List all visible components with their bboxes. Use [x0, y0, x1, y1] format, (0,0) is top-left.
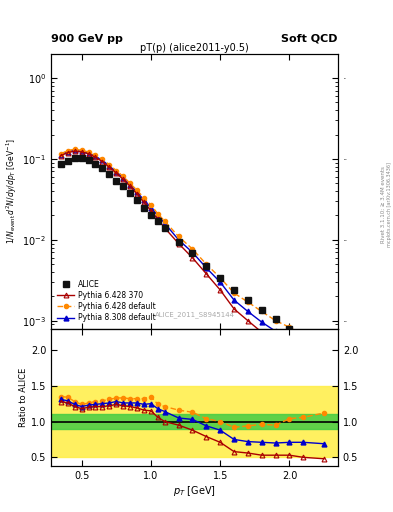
Bar [51, 414, 338, 429]
Text: 900 GeV pp: 900 GeV pp [51, 33, 123, 44]
Y-axis label: Ratio to ALICE: Ratio to ALICE [19, 368, 28, 427]
X-axis label: $p_T$ [GeV]: $p_T$ [GeV] [173, 483, 216, 498]
Text: ALICE_2011_S8945144: ALICE_2011_S8945144 [154, 311, 235, 317]
Legend: ALICE, Pythia 6.428 370, Pythia 6.428 default, Pythia 8.308 default: ALICE, Pythia 6.428 370, Pythia 6.428 de… [55, 278, 158, 325]
Text: Soft QCD: Soft QCD [281, 33, 338, 44]
Text: Rivet 3.1.10; ≥ 3.4M events: Rivet 3.1.10; ≥ 3.4M events [381, 166, 386, 243]
Title: pT(p) (alice2011-y0.5): pT(p) (alice2011-y0.5) [140, 43, 249, 53]
Text: mcplots.cern.ch [arXiv:1306.3436]: mcplots.cern.ch [arXiv:1306.3436] [387, 162, 391, 247]
Bar [51, 386, 338, 457]
Y-axis label: $1/N_\mathrm{event}\,d^2N/dy/dp_T$ [GeV$^{-1}$]: $1/N_\mathrm{event}\,d^2N/dy/dp_T$ [GeV$… [5, 138, 20, 244]
